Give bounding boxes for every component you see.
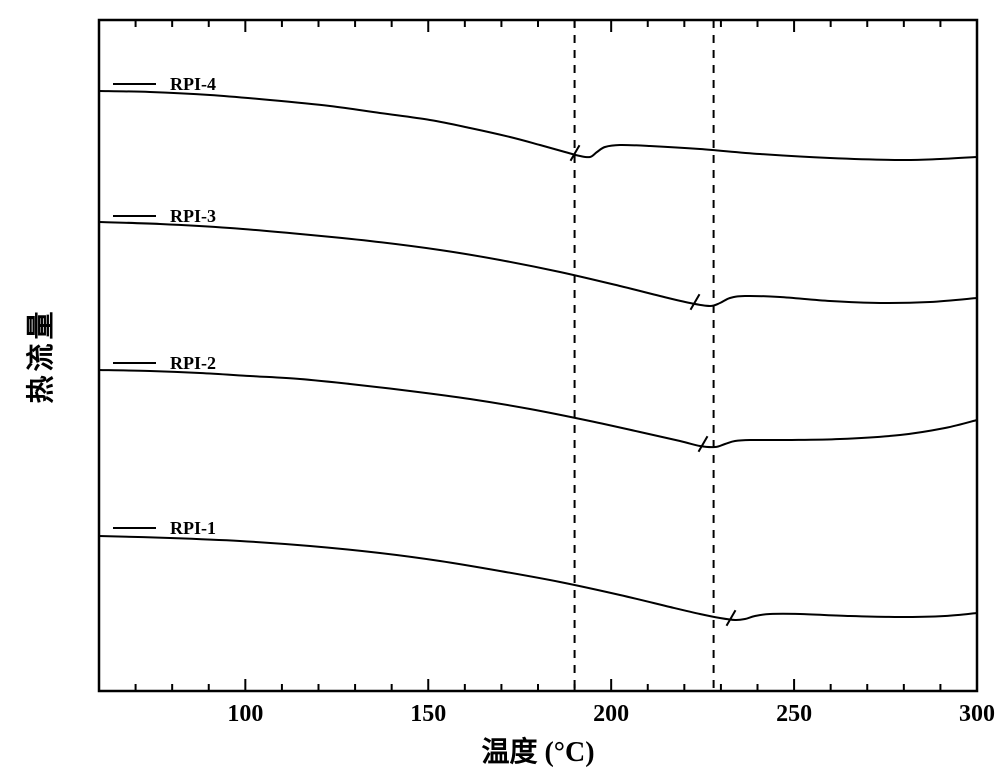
x-tick-label: 250 <box>776 701 812 727</box>
legend-label: RPI-2 <box>170 353 216 373</box>
x-tick-label: 200 <box>593 701 629 727</box>
x-axis-label: 温度 (°C) <box>481 736 594 768</box>
x-tick-label: 300 <box>959 701 995 727</box>
y-axis-label: 热流量 <box>25 307 57 403</box>
legend-label: RPI-3 <box>170 206 216 226</box>
dsc-chart: 100 150 200 250 300 温度 (°C) 热流量 RPI-4 RPI-3 RPI-2… <box>0 0 1000 776</box>
x-tick-label: 100 <box>227 701 263 727</box>
x-tick-label: 150 <box>410 701 446 727</box>
legend-label: RPI-1 <box>170 518 216 538</box>
legend-label: RPI-4 <box>170 74 216 94</box>
